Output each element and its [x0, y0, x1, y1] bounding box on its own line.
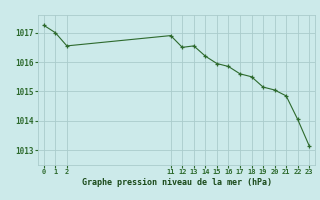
X-axis label: Graphe pression niveau de la mer (hPa): Graphe pression niveau de la mer (hPa) — [82, 178, 271, 187]
